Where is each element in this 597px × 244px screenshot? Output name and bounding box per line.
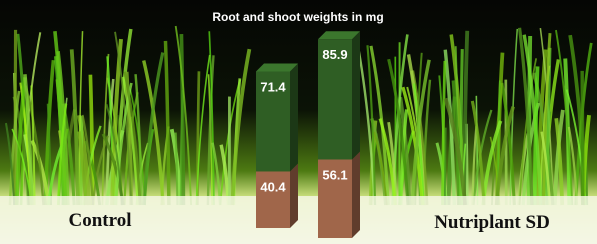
value-label: 56.1 (322, 167, 347, 182)
bar-side (352, 151, 360, 238)
bar-side (352, 31, 360, 159)
value-label: 71.4 (260, 79, 286, 94)
value-label: 40.4 (260, 179, 286, 194)
grass-blade (445, 128, 446, 205)
category-label: Control (69, 210, 132, 231)
category-label: Nutriplant SD (434, 212, 550, 233)
grass-blade (181, 34, 183, 205)
bar-side (290, 63, 298, 171)
page: {"chart_data": {"type": "stacked-bar-3d"… (0, 0, 597, 244)
grass-blade (582, 71, 583, 205)
chart: 40.4 71.4 56.1 85.9 Root and shoot weights i… (0, 0, 597, 244)
value-label: 85.9 (322, 47, 347, 62)
bar-side (290, 163, 298, 228)
chart-title: Root and shoot weights in mg (212, 10, 383, 24)
